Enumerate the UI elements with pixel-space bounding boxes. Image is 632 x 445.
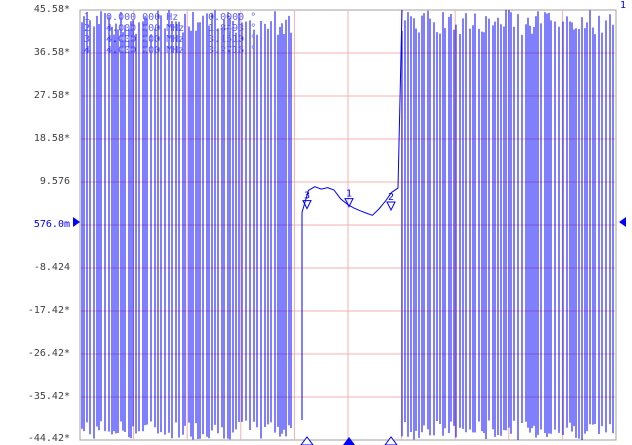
marker-1-label: 1	[346, 189, 352, 200]
y-tick-label: -17.42*	[27, 305, 70, 316]
channel-label: 1	[620, 0, 627, 11]
y-tick-label: -44.42*	[27, 433, 70, 444]
marker-3-label: 3	[304, 191, 310, 202]
y-tick-label: 27.58*	[33, 90, 70, 101]
marker-layer[interactable]: 1 2 3	[302, 189, 396, 212]
marker-row: 3 4.000 000 MHz 3.1510 °	[84, 34, 257, 45]
reference-level-label: 576.0m	[33, 219, 70, 230]
trace-line	[301, 9, 403, 420]
stimulus-marker-left-icon[interactable]	[300, 436, 314, 445]
y-tick-label: -35.42*	[27, 391, 70, 402]
y-tick-label: 36.58*	[33, 47, 70, 58]
y-tick-label: -26.42*	[27, 348, 70, 359]
stimulus-marker-right-icon[interactable]	[384, 436, 398, 445]
y-tick-label: -8.424	[33, 262, 70, 273]
reference-arrow-left-icon[interactable]	[73, 217, 80, 227]
marker-row: 2 4.000 000 MHz 1.8493 °	[84, 23, 257, 34]
marker-row: 4 4.000 000 MHz 3.2716 °	[84, 45, 257, 56]
stimulus-marker-center-icon[interactable]	[343, 437, 355, 445]
marker-1-icon[interactable]	[344, 198, 354, 208]
y-tick-label: 9.576	[39, 176, 70, 187]
y-tick-label: 18.58*	[33, 133, 70, 144]
reference-arrow-right-icon[interactable]	[619, 217, 626, 227]
marker-2-icon[interactable]	[386, 201, 396, 212]
y-tick-label: 45.58*	[33, 4, 70, 15]
trace-noise	[81, 10, 614, 440]
marker-3-icon[interactable]	[302, 200, 312, 210]
marker-2-label: 2	[388, 192, 394, 203]
marker-row: 1 0.000 000 Hz 0.0000 °	[84, 12, 257, 23]
